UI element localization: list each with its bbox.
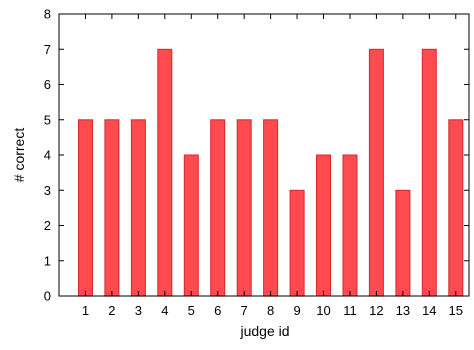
x-tick-label-1: 1: [82, 303, 89, 318]
x-tick-label-5: 5: [188, 303, 195, 318]
x-tick-label-14: 14: [422, 303, 436, 318]
bar-judge-3: [130, 119, 146, 297]
x-tick-label-3: 3: [135, 303, 142, 318]
x-tick-label-8: 8: [267, 303, 274, 318]
bar-judge-6: [210, 119, 226, 297]
y-tick-label-0: 0: [44, 289, 51, 304]
y-tick-label-4: 4: [44, 148, 51, 163]
bar-judge-10: [316, 154, 331, 297]
bar-judge-5: [183, 154, 199, 297]
bar-judge-1: [78, 119, 93, 297]
x-tick-label-11: 11: [343, 303, 357, 318]
x-tick-label-10: 10: [316, 303, 330, 318]
bar-judge-11: [342, 154, 358, 297]
x-tick-label-13: 13: [396, 303, 410, 318]
bar-judge-4: [157, 48, 173, 297]
x-tick-label-15: 15: [449, 303, 463, 318]
y-axis-ticks: 0 1 2 3 4 5 6 7 8: [44, 7, 469, 304]
bar-judge-9: [289, 189, 305, 297]
y-tick-label-3: 3: [44, 183, 51, 198]
bars-group: [78, 48, 464, 297]
x-tick-label-6: 6: [214, 303, 221, 318]
x-tick-label-4: 4: [161, 303, 168, 318]
bar-judge-7: [236, 119, 252, 297]
bar-judge-12: [368, 48, 384, 297]
y-tick-label-6: 6: [44, 77, 51, 92]
x-tick-label-12: 12: [369, 303, 383, 318]
y-tick-label-2: 2: [44, 218, 51, 233]
y-tick-label-8: 8: [44, 7, 51, 22]
bar-judge-13: [395, 189, 411, 297]
x-axis-label: judge id: [239, 323, 289, 339]
x-tick-label-9: 9: [293, 303, 300, 318]
x-tick-label-7: 7: [241, 303, 248, 318]
y-tick-label-1: 1: [44, 253, 51, 268]
y-axis-label: # correct: [11, 128, 27, 183]
bar-judge-14: [421, 48, 437, 297]
y-tick-label-5: 5: [44, 112, 51, 127]
bar-judge-2: [104, 119, 120, 297]
x-axis-ticks: 1 2 3 4 5 6 7 8 9 10 11 12 13 14 15: [82, 14, 463, 318]
bar-judge-15: [448, 119, 464, 297]
bar-judge-8: [263, 119, 279, 297]
y-tick-label-7: 7: [44, 42, 51, 57]
x-tick-label-2: 2: [108, 303, 115, 318]
